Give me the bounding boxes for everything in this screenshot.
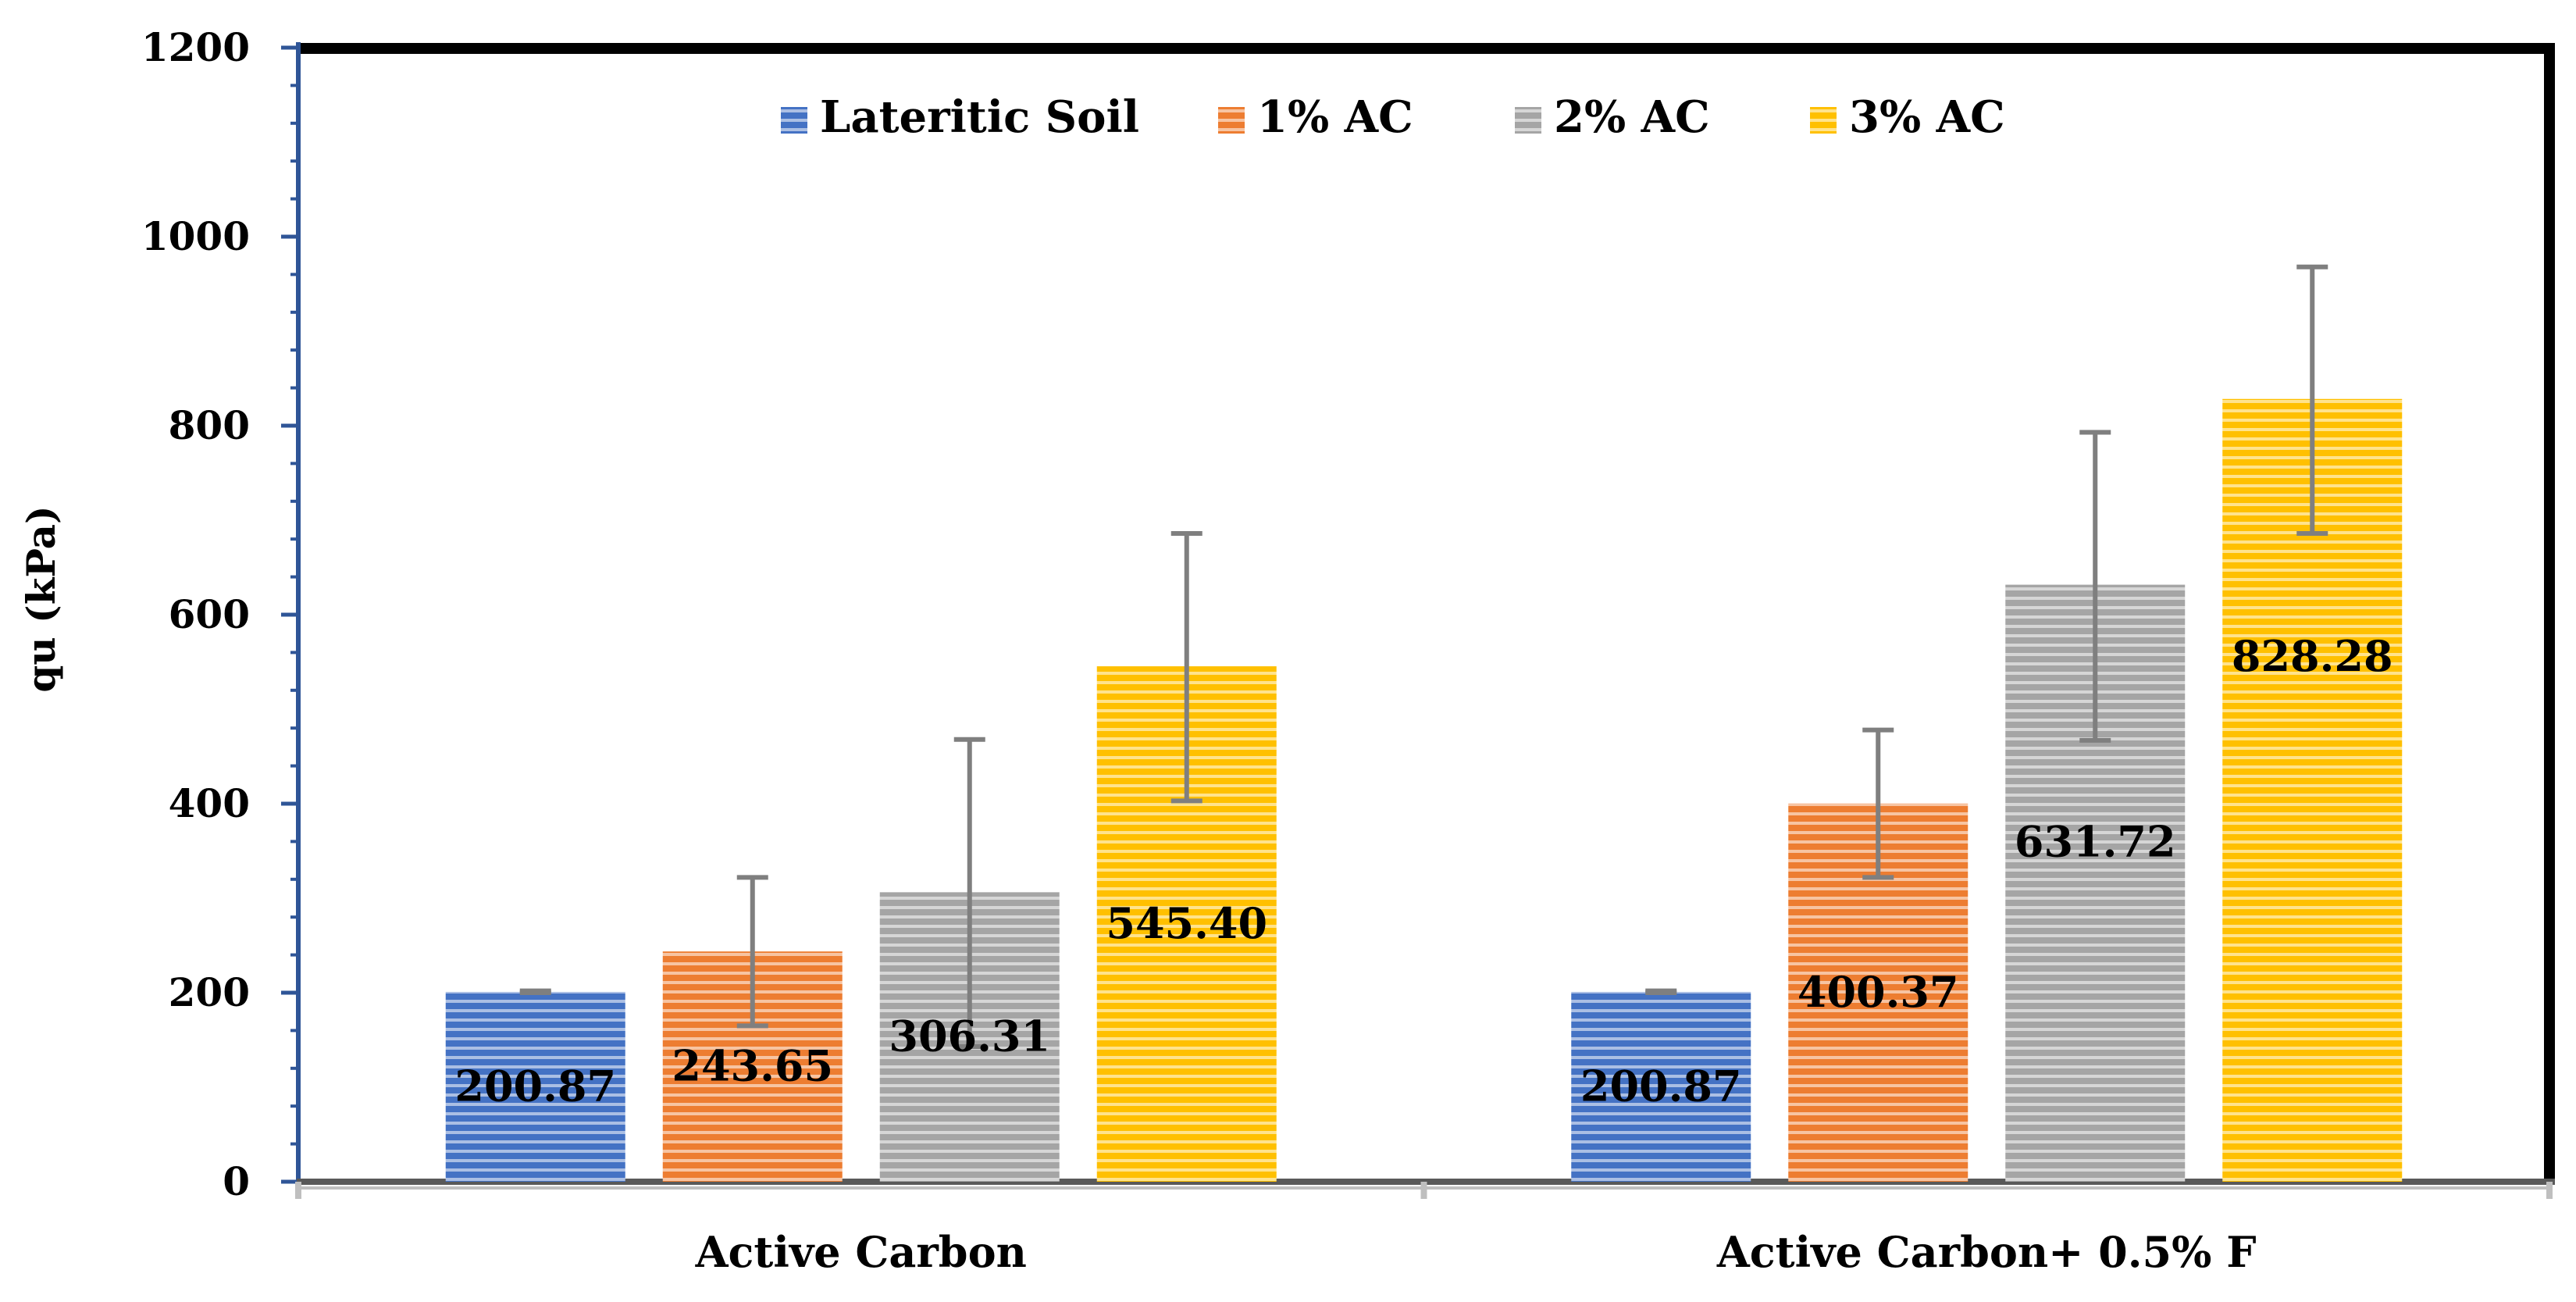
data-label: 243.65 <box>672 1041 833 1091</box>
legend: Lateritic Soil 1% AC 2% AC 3% AC <box>781 91 2005 143</box>
data-label: 545.40 <box>1106 898 1267 948</box>
legend-label: 1% AC <box>1257 91 1413 143</box>
x-category-label: Active Carbon+ 0.5% F <box>1716 1227 2257 1277</box>
bar <box>1571 991 1751 1182</box>
y-axis-title: qu (kPa) <box>18 505 64 692</box>
bars <box>445 398 2403 1182</box>
y-tick-label: 400 <box>169 780 250 826</box>
data-label: 306.31 <box>889 1011 1050 1061</box>
data-label: 631.72 <box>2015 817 2176 867</box>
y-tick-label: 1200 <box>141 24 250 70</box>
error-bars <box>519 264 2328 1049</box>
legend-swatch <box>1810 107 1837 134</box>
data-label: 828.28 <box>2232 631 2393 681</box>
data-labels: 200.87 243.65 306.31 545.40 200.87 400.37 631.… <box>454 631 2393 1111</box>
y-tick-label: 200 <box>169 969 250 1015</box>
x-category-label: Active Carbon <box>695 1227 1027 1277</box>
y-tick-label: 1000 <box>141 213 250 259</box>
legend-label: 2% AC <box>1554 91 1710 143</box>
legend-swatch <box>1218 107 1245 134</box>
plot-border <box>298 43 2555 1182</box>
bar <box>445 991 625 1182</box>
legend-label: 3% AC <box>1849 91 2005 143</box>
y-tick-label: 0 <box>223 1158 250 1204</box>
y-tick-label: 800 <box>169 402 250 448</box>
legend-swatch <box>781 107 807 134</box>
data-label: 200.87 <box>1580 1061 1742 1111</box>
data-label: 200.87 <box>454 1061 616 1111</box>
data-label: 400.37 <box>1797 967 1959 1017</box>
legend-swatch <box>1515 107 1541 134</box>
y-tick-label: 600 <box>169 591 250 637</box>
plot-frame <box>298 43 2555 1182</box>
legend-label: Lateritic Soil <box>820 91 1139 143</box>
